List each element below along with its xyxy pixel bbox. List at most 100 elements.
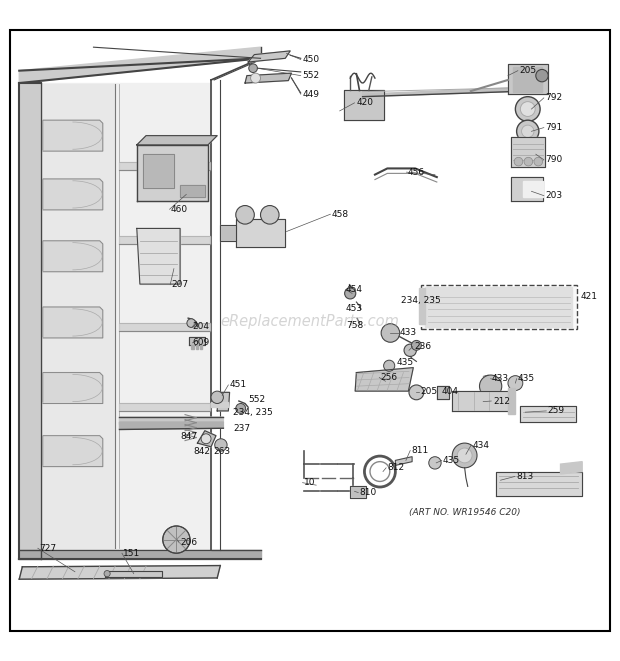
Circle shape [260, 206, 279, 224]
Text: 458: 458 [332, 210, 349, 219]
Text: 421: 421 [580, 292, 597, 301]
Circle shape [516, 120, 539, 142]
Circle shape [381, 324, 400, 342]
Text: 792: 792 [545, 93, 562, 102]
Polygon shape [355, 368, 414, 391]
Circle shape [250, 73, 260, 83]
Text: 812: 812 [388, 463, 404, 473]
Text: 450: 450 [303, 55, 320, 64]
Polygon shape [344, 91, 384, 120]
Text: 449: 449 [303, 90, 319, 98]
Bar [422, 285, 577, 329]
Polygon shape [41, 83, 211, 550]
Polygon shape [137, 136, 217, 145]
Polygon shape [191, 345, 193, 349]
Text: 791: 791 [545, 123, 562, 132]
Text: 435: 435 [443, 456, 459, 465]
Polygon shape [105, 570, 162, 576]
Polygon shape [19, 83, 41, 559]
Text: 453: 453 [346, 304, 363, 313]
Polygon shape [43, 307, 103, 338]
Text: eReplacementParts.com: eReplacementParts.com [221, 314, 399, 329]
Text: 433: 433 [492, 374, 509, 383]
Polygon shape [511, 137, 545, 167]
Polygon shape [43, 120, 103, 151]
Circle shape [479, 375, 502, 397]
Polygon shape [120, 237, 210, 244]
Polygon shape [560, 461, 582, 474]
Polygon shape [120, 403, 210, 411]
Text: 206: 206 [180, 537, 197, 547]
Polygon shape [137, 229, 180, 284]
Polygon shape [200, 345, 202, 349]
Circle shape [524, 157, 533, 166]
Text: 609: 609 [192, 338, 210, 348]
Text: 404: 404 [441, 387, 458, 396]
Text: 234, 235: 234, 235 [401, 296, 441, 305]
Polygon shape [495, 471, 582, 496]
Polygon shape [189, 336, 205, 345]
Text: 435: 435 [397, 358, 414, 367]
Text: 454: 454 [346, 285, 363, 294]
Text: 420: 420 [356, 98, 373, 107]
Text: 727: 727 [39, 544, 56, 553]
Text: 552: 552 [248, 395, 265, 405]
Polygon shape [19, 550, 260, 559]
Text: 263: 263 [213, 447, 231, 456]
Text: 435: 435 [518, 374, 535, 383]
Text: 434: 434 [472, 441, 489, 450]
Polygon shape [452, 391, 514, 411]
Circle shape [163, 526, 190, 553]
Circle shape [412, 340, 422, 350]
Polygon shape [197, 431, 216, 447]
Circle shape [409, 385, 424, 400]
Polygon shape [195, 345, 198, 349]
Polygon shape [43, 179, 103, 210]
Polygon shape [508, 388, 515, 414]
Polygon shape [220, 225, 236, 241]
Circle shape [345, 288, 356, 299]
Text: 205: 205 [519, 66, 536, 75]
Polygon shape [350, 486, 366, 498]
Circle shape [201, 434, 211, 444]
Polygon shape [523, 181, 543, 197]
Polygon shape [425, 287, 572, 327]
Circle shape [249, 64, 257, 73]
Polygon shape [120, 323, 210, 330]
Circle shape [236, 403, 246, 413]
Polygon shape [137, 145, 208, 200]
Polygon shape [19, 47, 260, 83]
Circle shape [452, 443, 477, 468]
Polygon shape [120, 422, 223, 430]
Polygon shape [217, 393, 229, 411]
Polygon shape [180, 185, 205, 198]
Text: 212: 212 [493, 397, 510, 405]
Text: 758: 758 [346, 321, 363, 330]
Text: 552: 552 [303, 71, 320, 80]
Polygon shape [245, 73, 291, 83]
Circle shape [104, 570, 110, 576]
Polygon shape [143, 154, 174, 188]
Circle shape [429, 457, 441, 469]
Circle shape [211, 391, 223, 403]
Polygon shape [396, 457, 412, 465]
Polygon shape [43, 436, 103, 467]
Text: 451: 451 [229, 381, 247, 389]
Text: 813: 813 [516, 472, 533, 481]
Polygon shape [438, 386, 448, 399]
Text: 237: 237 [233, 424, 250, 433]
Polygon shape [508, 65, 548, 94]
Text: 10: 10 [304, 478, 316, 487]
Text: (ART NO. WR19546 C20): (ART NO. WR19546 C20) [409, 508, 520, 518]
Text: 234, 235: 234, 235 [233, 408, 273, 416]
Polygon shape [236, 219, 285, 247]
Text: 811: 811 [412, 446, 428, 455]
Polygon shape [511, 177, 543, 200]
Polygon shape [43, 241, 103, 272]
Polygon shape [19, 566, 220, 579]
Text: 790: 790 [545, 155, 562, 165]
Polygon shape [41, 85, 114, 548]
Circle shape [514, 157, 523, 166]
Text: 842: 842 [193, 447, 211, 456]
Circle shape [215, 439, 227, 451]
